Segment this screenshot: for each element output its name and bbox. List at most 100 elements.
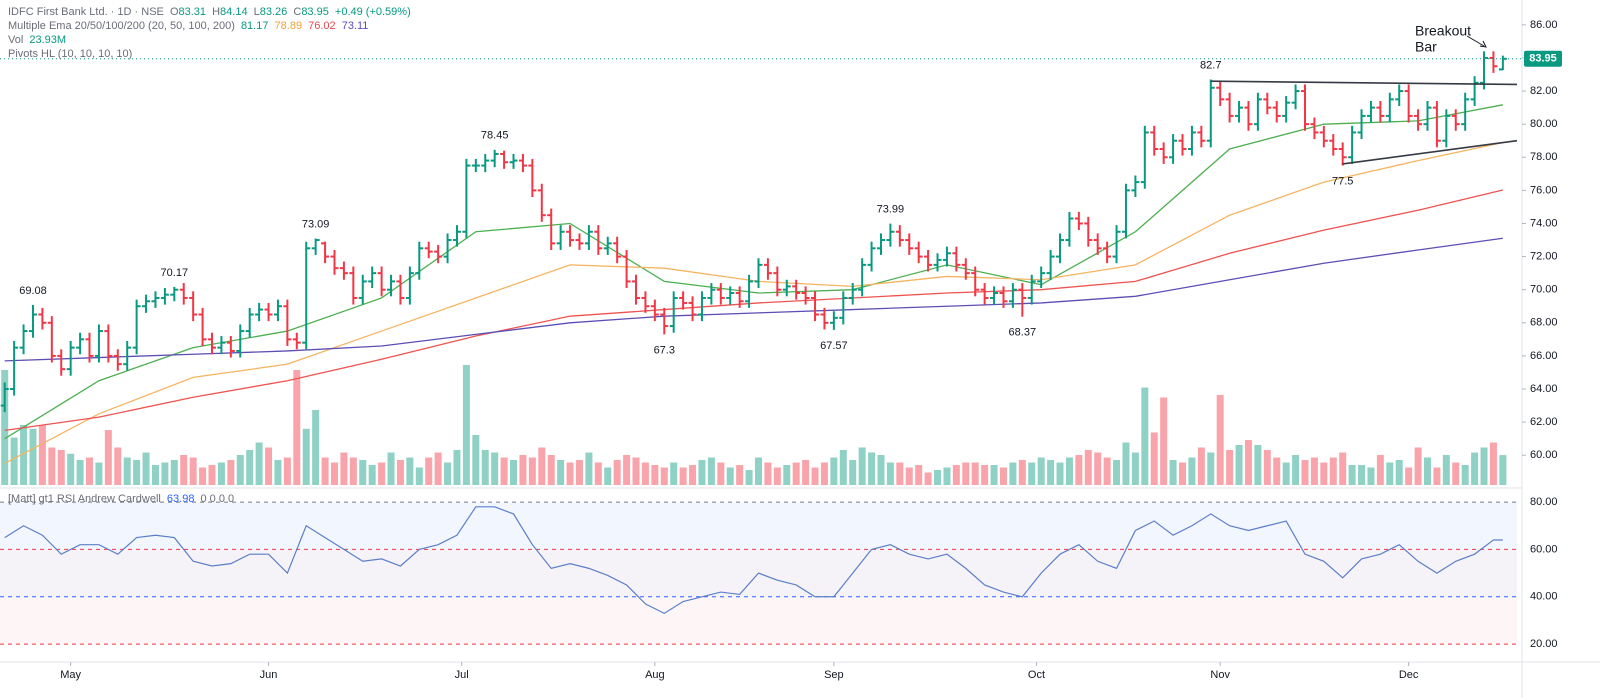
volume-bar (528, 457, 536, 485)
trendline (1342, 139, 1518, 165)
ohlc-bar (556, 225, 565, 250)
volume-bar (1423, 457, 1431, 485)
ohlc-bar (848, 283, 857, 305)
volume-bar (679, 467, 687, 485)
ohlc-bar (990, 286, 999, 305)
volume-bar (1310, 457, 1318, 485)
legend-row-rsi: [Matt] gt1 RSI Andrew Cardwell 63.98 0 0… (8, 492, 237, 506)
ohlc-bar (368, 266, 377, 289)
trendline (1210, 80, 1518, 86)
volume-bar (792, 462, 800, 485)
ohlc-bar (876, 233, 885, 255)
rsi-line (4, 506, 1503, 615)
volume-bar (971, 462, 979, 485)
volume-bar (623, 455, 631, 485)
pivot-label: 68.37 (1009, 327, 1037, 339)
ohlc-bar (189, 291, 198, 322)
ohlc-bar (1451, 109, 1460, 131)
volume-bar (745, 470, 753, 485)
volume-bar (1122, 442, 1130, 485)
ohlc-bar (1131, 175, 1140, 197)
close-value: 83.95 (301, 6, 329, 18)
legend-row-volume: Vol 23.93M (8, 33, 69, 47)
volume-bar (660, 467, 668, 485)
close-label: C83.95 (293, 6, 328, 18)
ohlc-bar (999, 286, 1008, 308)
low-value: 83.26 (259, 6, 288, 18)
volume-bar (349, 457, 357, 485)
volume-bar (444, 462, 452, 485)
volume-bar (1216, 395, 1224, 485)
volume-bar (1047, 460, 1055, 485)
ohlc-bar (76, 332, 85, 355)
volume-bar (726, 467, 734, 485)
legend-row-price: IDFC First Bank Ltd. · 1D · NSE O83.31 H… (8, 5, 414, 19)
rsi-value: 63.98 (166, 493, 195, 505)
volume-bar (133, 460, 141, 485)
ohlc-bar (1338, 142, 1347, 166)
volume-bar (1103, 457, 1111, 485)
ohlc-bar (302, 241, 311, 350)
ohlc-bar (613, 236, 622, 264)
x-tick-label: Sep (824, 669, 844, 681)
rsi-tick-label: 80.00 (1530, 496, 1558, 508)
x-tick-label: Dec (1399, 669, 1419, 681)
volume-bar (236, 455, 244, 485)
volume-bar (1065, 457, 1073, 485)
pivot-label: 82.7 (1200, 59, 1221, 71)
ohlc-bar (697, 291, 706, 322)
legend-row-ema: Multiple Ema 20/50/100/200 (20, 50, 100,… (8, 19, 371, 33)
volume-bar (1235, 445, 1243, 485)
ohlc-bar (763, 258, 772, 280)
annotation-text: Breakout (1415, 23, 1471, 39)
volume-bar (1461, 465, 1469, 485)
volume-bar (453, 450, 461, 485)
volume-bar (189, 457, 197, 485)
ohlc-bar (132, 299, 141, 355)
ohlc-bar (1461, 92, 1470, 131)
volume-bar (811, 467, 819, 485)
rsi-extra: 0 0 0 0 (200, 493, 235, 505)
volume-bar (199, 467, 207, 485)
volume-bar (491, 452, 499, 485)
ohlc-bar (1121, 183, 1130, 239)
volume-bar (57, 450, 65, 485)
ohlc-bar (622, 249, 631, 289)
volume-bar (830, 457, 838, 485)
volume-bar (547, 455, 555, 485)
ohlc-bar (1348, 125, 1357, 164)
ohlc-bar (942, 246, 951, 267)
volume-bar (1009, 462, 1017, 485)
ohlc-bar (321, 241, 330, 264)
ohlc-bar (1112, 225, 1121, 264)
ohlc-bar (452, 225, 461, 247)
y-tick-label: 72.00 (1530, 250, 1558, 262)
volume-bar (915, 465, 923, 485)
o-prefix: O (169, 6, 179, 18)
l-prefix: L (253, 6, 260, 18)
volume-bar (387, 452, 395, 485)
volume-bar (651, 465, 659, 485)
ohlc-bar (971, 266, 980, 297)
ohlc-bar (839, 291, 848, 325)
volume-bar (1320, 462, 1328, 485)
volume-bar (689, 465, 697, 485)
legend-row-pivots: Pivots HL (10, 10, 10, 10) (8, 47, 135, 61)
ohlc-bar (1216, 81, 1225, 106)
volume-bar (1489, 442, 1497, 485)
ohlc-bar (481, 153, 490, 173)
volume-bar (340, 452, 348, 485)
ohlc-bar (1442, 109, 1451, 148)
volume-bar (670, 462, 678, 485)
volume-bar (359, 460, 367, 485)
ohlc-bar (820, 307, 829, 330)
ohlc-bar (113, 349, 122, 371)
ohlc-bar (905, 233, 914, 255)
ohlc-bar (1282, 96, 1291, 123)
ohlc-bar (716, 283, 725, 305)
ema-value: 81.17 (240, 20, 269, 32)
ohlc-bar (961, 258, 970, 280)
open-value: 83.31 (178, 6, 207, 18)
volume-bar (1301, 460, 1309, 485)
pivot-label: 67.3 (654, 344, 675, 356)
